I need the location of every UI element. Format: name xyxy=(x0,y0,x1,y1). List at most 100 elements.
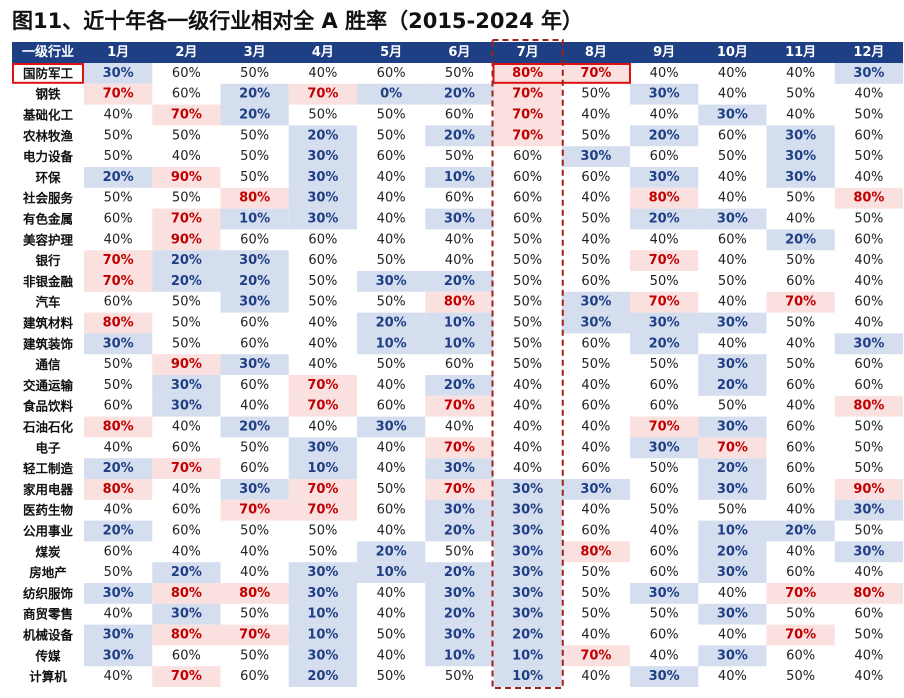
cell-value: 50% xyxy=(650,357,679,372)
cell-value: 30% xyxy=(512,524,543,539)
cell-highlight xyxy=(220,624,289,646)
cell-value: 40% xyxy=(854,274,883,289)
cell-value: 50% xyxy=(445,669,474,684)
cell-value: 40% xyxy=(377,586,406,601)
cell-value: 70% xyxy=(171,108,202,123)
cell-highlight xyxy=(288,624,357,646)
cell-highlight xyxy=(630,416,699,438)
cell-highlight xyxy=(84,271,153,292)
cell-highlight xyxy=(630,437,699,459)
cell-value: 70% xyxy=(444,482,475,497)
cell-value: 30% xyxy=(649,316,680,331)
cell-value: 60% xyxy=(854,295,883,310)
cell-value: 80% xyxy=(853,191,884,206)
cell-value: 60% xyxy=(581,524,610,539)
cell-highlight xyxy=(630,333,699,355)
cell-value: 40% xyxy=(445,420,474,435)
cell-value: 60% xyxy=(240,669,269,684)
cell-value: 30% xyxy=(512,544,543,559)
cell-value: 50% xyxy=(445,149,474,164)
cell-value: 60% xyxy=(650,149,679,164)
cell-value: 30% xyxy=(307,170,338,185)
cell-value: 60% xyxy=(104,544,133,559)
cell-value: 40% xyxy=(786,66,815,81)
cell-value: 50% xyxy=(240,66,269,81)
cell-value: 50% xyxy=(240,128,269,143)
cell-value: 80% xyxy=(512,66,543,81)
cell-value: 50% xyxy=(104,128,133,143)
cell-value: 50% xyxy=(104,149,133,164)
cell-highlight xyxy=(425,624,494,646)
cell-highlight xyxy=(288,208,357,230)
month-header: 8月 xyxy=(585,45,607,60)
cell-value: 50% xyxy=(308,295,337,310)
cell-value: 50% xyxy=(240,170,269,185)
cell-value: 40% xyxy=(377,524,406,539)
cell-value: 60% xyxy=(513,212,542,227)
cell-highlight xyxy=(698,479,767,500)
cell-highlight xyxy=(766,624,835,646)
cell-highlight xyxy=(425,125,494,147)
cell-highlight xyxy=(493,63,562,84)
table-row: 非银金融 70% 20% 20% 50% 30% 20% 50% 60% 50% 50% 60% 40% xyxy=(23,271,883,292)
cell-value: 60% xyxy=(445,108,474,123)
cell-value: 40% xyxy=(308,336,337,351)
industry-label: 纺织服饰 xyxy=(23,586,74,601)
cell-value: 40% xyxy=(377,212,406,227)
cell-highlight xyxy=(834,395,903,417)
cell-value: 30% xyxy=(239,253,270,268)
cell-highlight xyxy=(493,624,562,646)
cell-value: 50% xyxy=(308,544,337,559)
cell-value: 50% xyxy=(240,524,269,539)
table-row: 煤炭 60% 40% 40% 50% 20% 50% 30% 80% 60% 20% 40% 30% xyxy=(35,541,903,563)
cell-value: 50% xyxy=(377,253,406,268)
cell-value: 70% xyxy=(444,399,475,414)
cell-highlight xyxy=(357,562,426,583)
cell-highlight xyxy=(766,291,835,313)
cell-highlight xyxy=(425,291,494,313)
cell-value: 70% xyxy=(171,669,202,684)
cell-highlight xyxy=(152,666,221,687)
table-row: 汽车 60% 50% 30% 50% 50% 80% 50% 30% 70% 40% 70% 60% xyxy=(35,291,883,313)
industry-label: 房地产 xyxy=(29,565,67,580)
cell-highlight xyxy=(84,312,153,334)
cell-value: 50% xyxy=(581,586,610,601)
cell-value: 20% xyxy=(103,461,134,476)
cell-highlight xyxy=(630,250,699,271)
cell-value: 30% xyxy=(717,357,748,372)
cell-highlight xyxy=(698,312,767,334)
cell-highlight xyxy=(288,499,357,521)
table-row: 医药生物 40% 60% 70% 70% 60% 30% 30% 40% 50% 50% 40% 30% xyxy=(23,499,903,521)
cell-highlight xyxy=(220,479,289,500)
cell-highlight xyxy=(630,208,699,230)
cell-highlight xyxy=(152,354,221,375)
cell-value: 30% xyxy=(785,128,816,143)
cell-highlight xyxy=(152,375,221,396)
cell-value: 30% xyxy=(649,669,680,684)
cell-value: 30% xyxy=(512,607,543,622)
cell-value: 50% xyxy=(854,420,883,435)
cell-value: 30% xyxy=(580,316,611,331)
cell-value: 60% xyxy=(854,378,883,393)
industry-label: 计算机 xyxy=(29,669,67,684)
cell-value: 70% xyxy=(785,586,816,601)
cell-value: 50% xyxy=(581,565,610,580)
cell-highlight xyxy=(220,416,289,438)
cell-value: 50% xyxy=(650,274,679,289)
cell-value: 80% xyxy=(649,191,680,206)
cell-value: 30% xyxy=(376,420,407,435)
cell-value: 40% xyxy=(718,66,747,81)
cell-value: 80% xyxy=(171,586,202,601)
cell-highlight xyxy=(152,229,221,251)
cell-value: 30% xyxy=(239,357,270,372)
cell-value: 70% xyxy=(785,628,816,643)
cell-value: 30% xyxy=(580,149,611,164)
cell-highlight xyxy=(493,562,562,583)
industry-label: 建筑装饰 xyxy=(23,336,74,351)
cell-highlight xyxy=(493,541,562,563)
cell-value: 60% xyxy=(718,128,747,143)
cell-value: 50% xyxy=(718,503,747,518)
cell-value: 30% xyxy=(717,420,748,435)
cell-highlight xyxy=(425,458,494,479)
table-row: 食品饮料 60% 30% 40% 70% 60% 70% 40% 60% 60% 50% 40% 80% xyxy=(22,395,903,417)
